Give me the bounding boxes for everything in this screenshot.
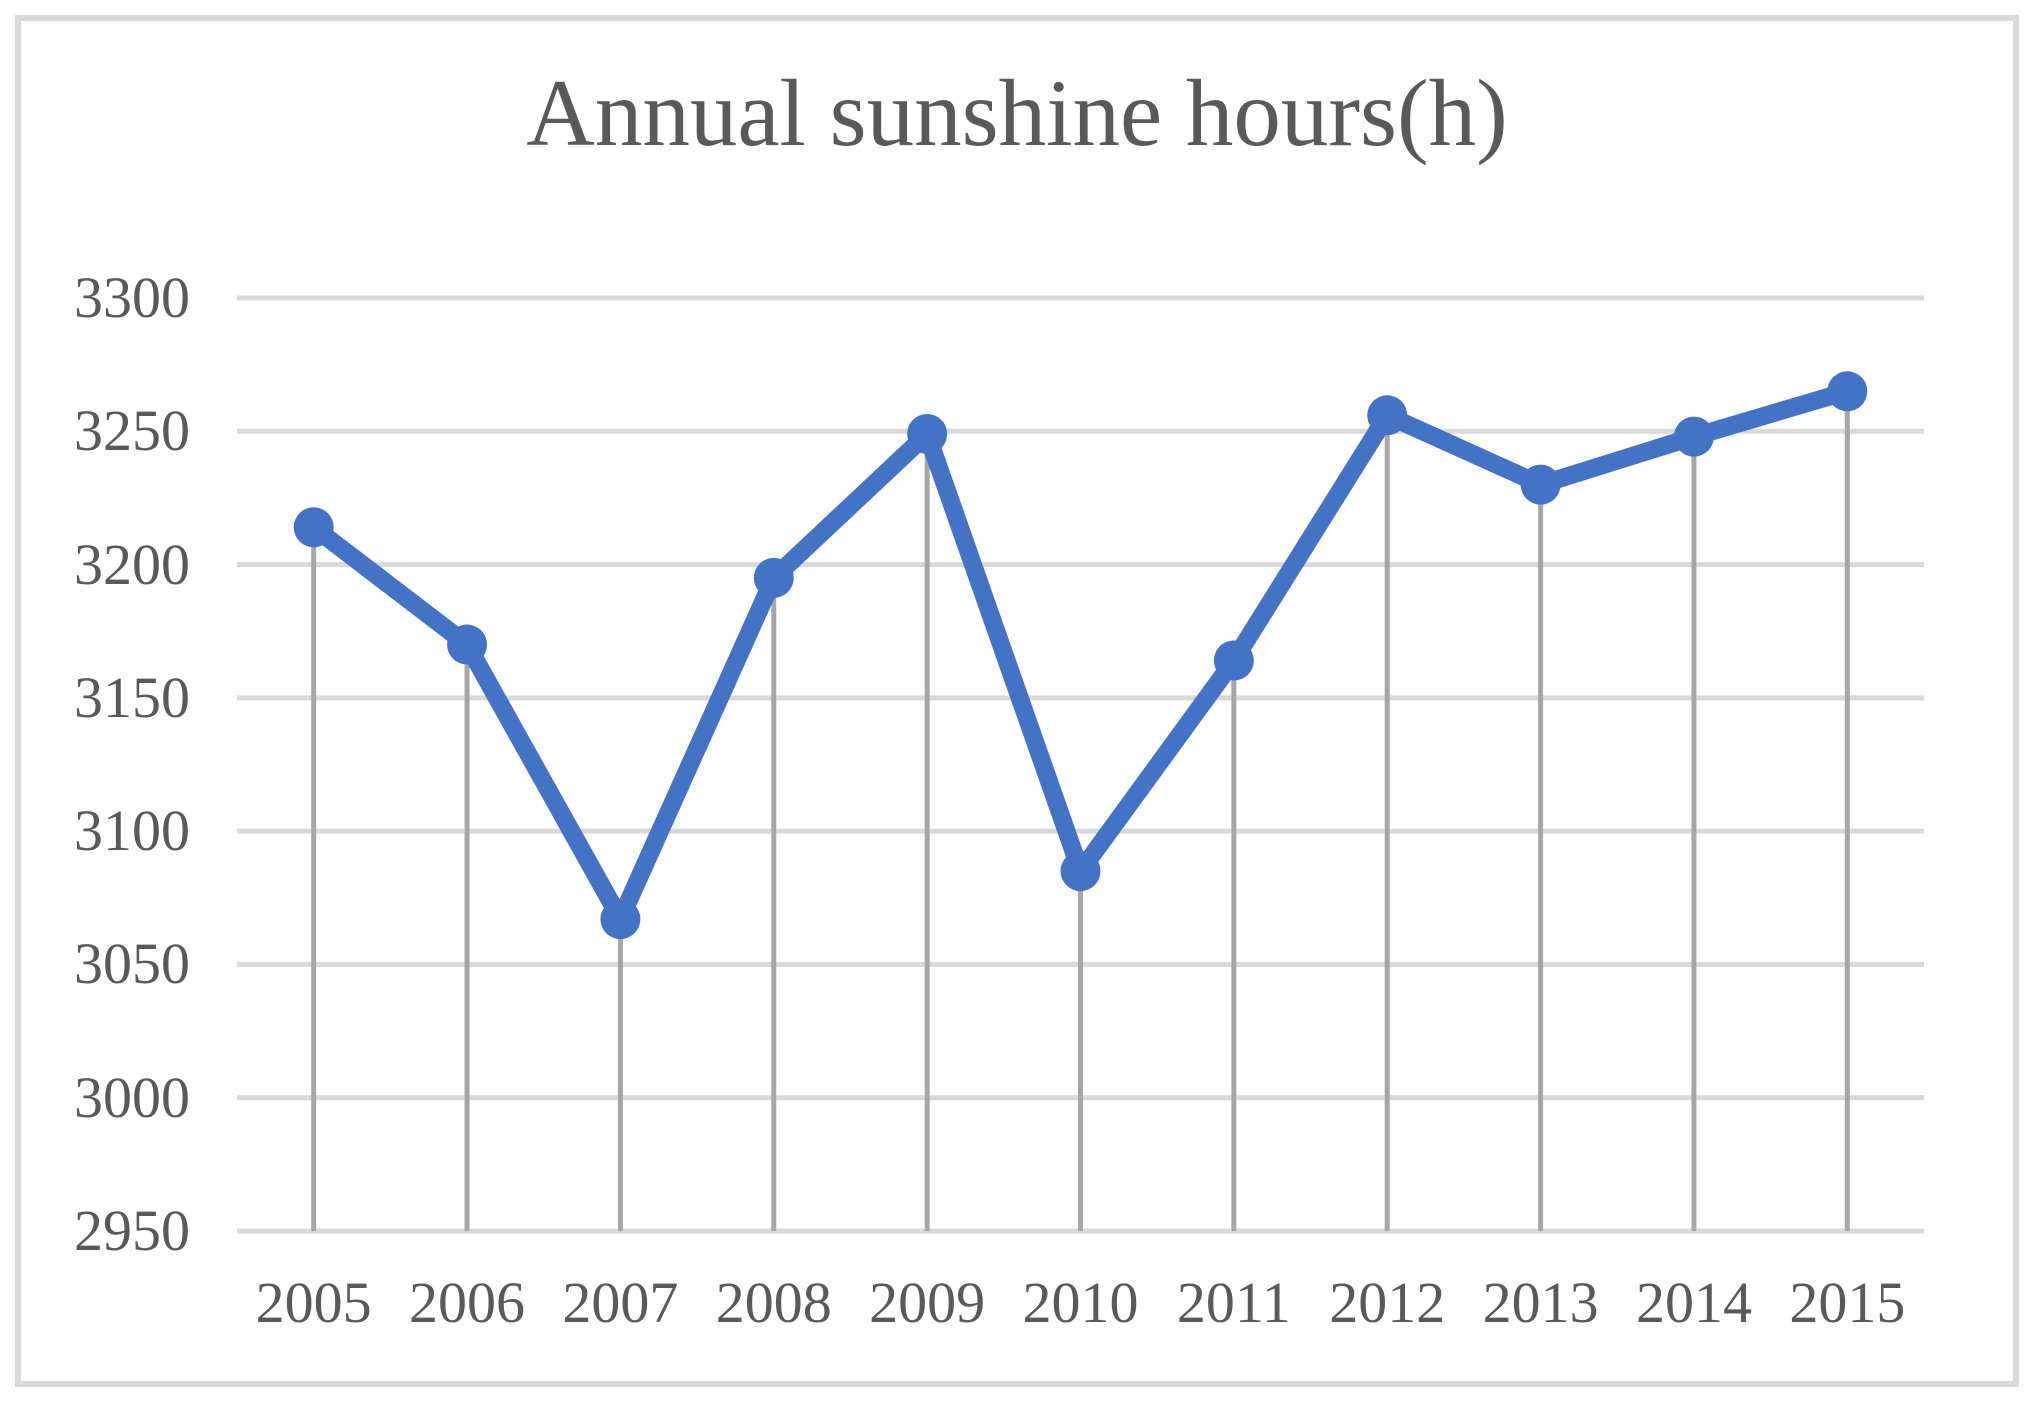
chart-title: Annual sunshine hours(h) — [526, 60, 1508, 166]
data-point-marker — [447, 624, 488, 665]
y-tick-label: 3200 — [74, 531, 190, 597]
data-point-marker — [1827, 371, 1868, 412]
x-axis-label: 2006 — [409, 1270, 526, 1335]
data-point-marker — [1213, 640, 1254, 681]
data-point-marker — [1060, 851, 1101, 892]
x-axis-label: 2010 — [1022, 1270, 1139, 1335]
chart-border-frame — [15, 15, 2019, 1387]
x-axis-label: 2011 — [1176, 1270, 1291, 1335]
x-axis-label: 2012 — [1329, 1270, 1446, 1335]
x-axis-label: 2009 — [869, 1270, 986, 1335]
data-point-marker — [753, 557, 794, 598]
x-axis-label: 2013 — [1482, 1270, 1599, 1335]
x-axis-label: 2008 — [715, 1270, 832, 1335]
y-tick-label: 3050 — [74, 931, 190, 997]
y-tick-label: 3000 — [74, 1064, 190, 1130]
data-point-marker — [600, 899, 641, 940]
series-line — [304, 382, 1857, 929]
data-point-marker — [907, 413, 948, 454]
y-tick-label: 3300 — [74, 265, 190, 330]
y-tick-label: 2950 — [74, 1198, 190, 1263]
data-point-marker — [1673, 416, 1714, 457]
data-point-marker — [1520, 464, 1561, 505]
x-axis-label: 2014 — [1635, 1270, 1752, 1335]
y-tick-label: 3250 — [74, 398, 190, 464]
x-axis-label: 2005 — [255, 1270, 372, 1335]
y-tick-label: 3100 — [74, 798, 190, 864]
data-point-marker — [1367, 395, 1408, 436]
data-point-marker — [293, 507, 334, 548]
x-axis-label: 2015 — [1789, 1270, 1906, 1335]
x-axis-label: 2007 — [562, 1270, 679, 1335]
y-tick-label: 3150 — [74, 664, 190, 730]
